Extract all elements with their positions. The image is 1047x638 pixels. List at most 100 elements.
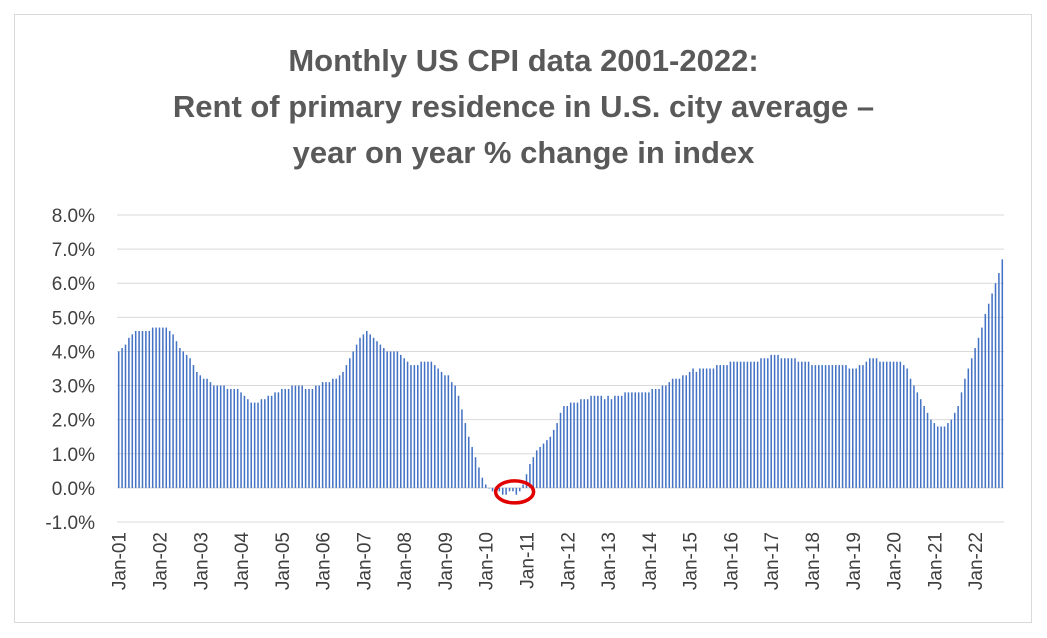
bar (294, 385, 297, 488)
bar (872, 358, 874, 488)
bar (298, 385, 300, 488)
bar (671, 378, 674, 488)
bar (998, 272, 1000, 488)
x-tick-label: Jan-12 (558, 532, 579, 590)
bar (413, 365, 416, 488)
bar (930, 419, 932, 488)
bar (702, 368, 704, 488)
bar (175, 341, 178, 488)
bar (879, 361, 881, 488)
bar (420, 361, 422, 488)
x-tick-label: Jan-01 (110, 532, 131, 590)
bar (987, 303, 990, 488)
bar (267, 395, 269, 488)
bar (569, 402, 572, 488)
bar (162, 327, 164, 488)
bar (644, 392, 647, 488)
bar (383, 348, 385, 488)
bar (607, 395, 609, 488)
bar (597, 395, 599, 488)
bar (301, 385, 303, 488)
bar (352, 351, 354, 488)
chart-title-line-1: Monthly US CPI data 2001-2022: (288, 43, 759, 78)
bar (563, 406, 565, 488)
bar (858, 365, 861, 488)
bar (148, 330, 151, 488)
x-tick-label: Jan-14 (640, 532, 661, 591)
bar (223, 385, 225, 488)
bar (940, 426, 942, 488)
bar (913, 385, 915, 488)
bar (688, 371, 691, 488)
bar (899, 361, 902, 488)
bar (508, 487, 511, 492)
bar (478, 467, 480, 488)
bar (852, 368, 854, 488)
x-tick-label: Jan-02 (151, 532, 172, 590)
bar (964, 378, 966, 488)
bar (304, 388, 307, 488)
bar (291, 385, 293, 488)
bar (372, 337, 375, 488)
y-axis-tick-labels: 8.0% 7.0% 6.0% 5.0% 4.0% 3.0% 2.0% 1.0% 0.0% -1.0… (45, 206, 95, 534)
y-tick-label: 2.0% (52, 411, 95, 432)
bar (168, 330, 171, 488)
bar-series (117, 259, 1004, 495)
bar (206, 378, 208, 488)
bar (185, 354, 188, 488)
bar (909, 378, 912, 488)
bar (869, 358, 871, 488)
bar (746, 361, 749, 488)
bar (753, 361, 755, 488)
bar (349, 358, 351, 488)
bar (620, 395, 623, 488)
bar (889, 361, 891, 488)
bar (936, 426, 939, 488)
bar (151, 327, 154, 488)
bar (243, 395, 246, 488)
bar (247, 399, 249, 488)
bar (328, 382, 331, 488)
bar (529, 464, 531, 488)
bar (682, 375, 684, 488)
bar (960, 392, 963, 488)
bar (576, 402, 579, 488)
bar (369, 334, 371, 488)
x-tick-label: Jan-21 (925, 532, 946, 590)
bar (580, 399, 582, 488)
bar (311, 388, 314, 488)
bar (362, 334, 365, 488)
bar (821, 365, 823, 488)
bar (423, 361, 426, 488)
bar (807, 361, 810, 488)
bar (923, 406, 925, 488)
bar (981, 327, 983, 488)
bar (277, 392, 280, 488)
bar (315, 385, 317, 488)
bar (338, 375, 341, 488)
bar (491, 487, 494, 492)
bar (406, 361, 409, 488)
bar (467, 436, 470, 488)
bar (818, 365, 820, 488)
bar (389, 351, 392, 488)
bar (308, 388, 310, 488)
bar (134, 330, 137, 488)
bar (430, 361, 433, 488)
bar (583, 399, 586, 488)
bar (665, 385, 667, 488)
bar (158, 327, 161, 488)
x-tick-label: Jan-05 (273, 532, 294, 590)
bar (804, 361, 806, 488)
bar (736, 361, 738, 488)
bar (974, 348, 976, 488)
y-tick-label: 8.0% (52, 206, 95, 227)
x-tick-label: Jan-06 (314, 532, 335, 590)
bar (117, 351, 120, 488)
bar (199, 375, 202, 488)
bar (474, 457, 477, 488)
bar (501, 487, 504, 495)
bar (712, 368, 715, 488)
bar (335, 378, 337, 488)
bar (525, 474, 528, 488)
